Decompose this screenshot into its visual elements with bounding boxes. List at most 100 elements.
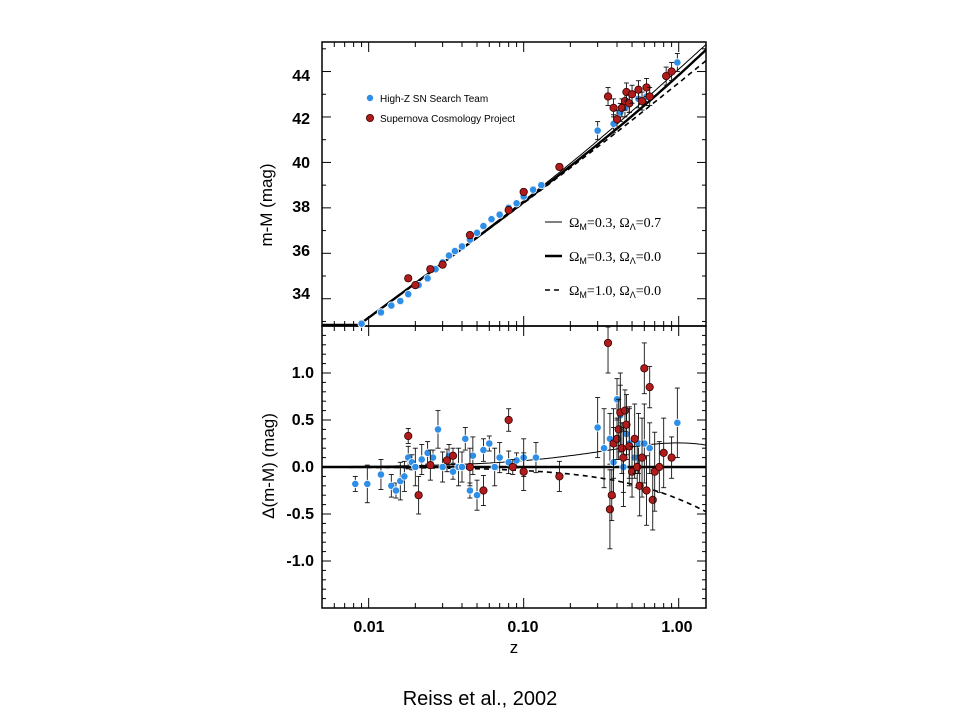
- bottom-ytick-label-minus-0.5: -0.5: [286, 506, 314, 523]
- top-point-high-z: [528, 185, 538, 194]
- top-point-scp: [612, 115, 622, 124]
- legend-marker-high-z: [365, 94, 374, 103]
- bottom-point-high-z: [512, 456, 521, 465]
- legend-label-scp: Supernova Cosmology Project: [380, 114, 515, 125]
- bottom-point-scp: [508, 462, 517, 472]
- bottom-point-scp: [648, 495, 657, 504]
- bottom-point-high-z: [417, 455, 426, 464]
- figure-caption: Reiss et al., 2002: [402, 688, 558, 710]
- bottom-point-scp: [426, 461, 435, 470]
- top-ytick-label-42: 42: [292, 111, 310, 128]
- bottom-point-scp: [519, 467, 528, 476]
- top-point-scp: [465, 231, 475, 240]
- top-point-scp: [637, 96, 647, 106]
- top-point-high-z: [479, 221, 488, 231]
- bottom-ytick-label-1.0: 1.0: [292, 365, 314, 382]
- bottom-point-high-z: [433, 425, 443, 434]
- top-point-high-z: [495, 210, 504, 219]
- bottom-point-high-z: [673, 418, 682, 427]
- xtick-label-0.01: 0.01: [353, 619, 384, 636]
- bottom-point-scp: [630, 434, 639, 443]
- bottom-point-scp: [479, 486, 488, 495]
- top-point-high-z: [450, 246, 460, 256]
- top-point-scp: [411, 281, 420, 290]
- top-point-scp: [555, 162, 564, 172]
- bottom-point-scp: [637, 453, 647, 462]
- top-point-high-z: [423, 274, 432, 283]
- bottom-point-high-z: [351, 479, 360, 489]
- top-point-scp: [634, 85, 643, 94]
- bottom-point-scp: [603, 338, 613, 348]
- top-point-high-z: [457, 242, 467, 251]
- axis-ticks: [321, 42, 706, 608]
- bottom-point-scp: [622, 420, 631, 429]
- model-legend-label-thick: ΩM=0.3, ΩΛ=0.0: [569, 250, 661, 266]
- bottom-point-scp: [640, 364, 649, 373]
- top-point-scp: [404, 274, 413, 283]
- bottom-point-scp: [614, 425, 623, 434]
- top-point-high-z: [396, 296, 405, 306]
- bottom-point-high-z: [599, 444, 609, 453]
- bottom-point-high-z: [485, 439, 494, 448]
- model-omega-l-value: 0.7: [644, 216, 662, 231]
- model-omega-l-value: 0.0: [644, 250, 662, 265]
- top-point-high-z: [357, 319, 366, 328]
- bottom-point-scp: [620, 406, 630, 415]
- bottom-point-scp: [465, 462, 475, 472]
- bottom-point-scp: [655, 462, 664, 472]
- top-point-high-z: [512, 199, 521, 208]
- bottom-point-scp: [633, 462, 642, 472]
- top-ytick-label-40: 40: [292, 155, 310, 172]
- bottom-point-scp: [414, 491, 423, 500]
- bottom-point-scp: [555, 472, 564, 481]
- bottom-ytick-label-0.0: 0.0: [292, 459, 314, 476]
- top-point-scp: [603, 92, 613, 101]
- bottom-point-high-z: [479, 445, 488, 455]
- bottom-point-scp: [612, 434, 622, 443]
- top-ytick-label-34: 34: [292, 286, 310, 303]
- bottom-point-scp: [659, 448, 668, 457]
- top-point-high-z: [404, 290, 413, 299]
- model-omega-m-value: 1.0: [595, 284, 613, 299]
- bottom-point-scp: [442, 456, 452, 465]
- bottom-point-scp: [504, 415, 513, 425]
- bottom-point-high-z: [490, 462, 499, 472]
- top-point-scp: [662, 71, 671, 81]
- bottom-point-scp: [607, 491, 616, 500]
- bottom-point-high-z: [376, 470, 386, 479]
- top-point-scp: [627, 90, 637, 99]
- bottom-point-scp: [617, 444, 626, 453]
- bottom-point-scp: [635, 481, 644, 490]
- bottom-ytick-label-0.5: 0.5: [292, 412, 314, 429]
- top-y-axis-label: m-M (mag): [257, 163, 276, 246]
- top-point-high-z: [593, 126, 602, 135]
- model-legend: ΩM=0.3, ΩΛ=0.7 ΩM=0.3, ΩΛ=0.0 ΩM=1.0, ΩΛ…: [545, 216, 661, 300]
- x-axis-label: z: [510, 638, 519, 657]
- bottom-point-scp: [404, 431, 413, 441]
- model-omega-m-value: 0.3: [595, 216, 613, 231]
- top-point-high-z: [387, 301, 396, 310]
- bottom-point-high-z: [363, 479, 372, 489]
- top-point-scp: [609, 103, 618, 112]
- bottom-point-high-z: [423, 448, 432, 457]
- top-point-scp: [504, 206, 513, 215]
- bottom-point-high-z: [645, 444, 654, 453]
- bottom-point-scp: [667, 453, 676, 462]
- bottom-ytick-label-minus-1.0: -1.0: [286, 553, 314, 570]
- top-ytick-label-36: 36: [292, 243, 310, 260]
- bottom-point-high-z: [428, 453, 438, 462]
- bottom-point-scp: [619, 453, 628, 462]
- bottom-point-high-z: [531, 453, 541, 462]
- bottom-point-high-z: [457, 462, 467, 472]
- model-omega-m-value: 0.3: [595, 250, 613, 265]
- model-omega-l-value: 0.0: [644, 284, 662, 299]
- top-point-high-z: [673, 58, 682, 67]
- bottom-point-high-z: [438, 462, 447, 472]
- xtick-label-1.00: 1.00: [661, 619, 692, 636]
- bottom-point-high-z: [593, 423, 602, 432]
- bottom-point-high-z: [472, 491, 482, 500]
- bottom-y-axis-label: Δ(m-M) (mag): [259, 413, 278, 519]
- top-point-high-z: [376, 308, 386, 317]
- top-point-high-z: [487, 215, 496, 224]
- team-legend: High-Z SN Search Team Supernova Cosmolog…: [365, 94, 515, 125]
